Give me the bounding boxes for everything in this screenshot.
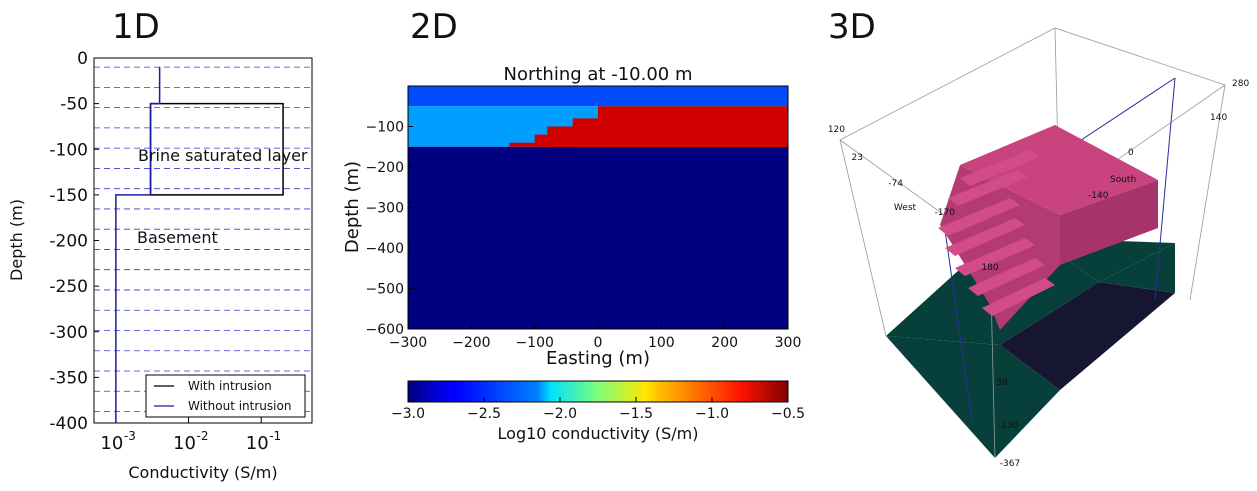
x-tick-label: 10 bbox=[173, 433, 196, 454]
x-tick-label: 200 bbox=[711, 335, 738, 351]
y-axis-label-2d: Depth (m) bbox=[342, 161, 363, 253]
annotation-basement: Basement bbox=[137, 228, 218, 247]
series-line-0 bbox=[149, 102, 284, 196]
axis-label-3d: West bbox=[894, 203, 917, 213]
y-tick-label: -350 bbox=[49, 368, 88, 388]
ground-quad-front-left bbox=[886, 336, 1060, 458]
body-step-7 bbox=[948, 170, 1028, 206]
body-step-2 bbox=[945, 218, 1025, 256]
colorbar-tick-label: −2.0 bbox=[543, 406, 577, 422]
section-plane bbox=[944, 77, 1176, 421]
axis-label-3d: -74 bbox=[888, 179, 903, 189]
y-axis-label-1d: Depth (m) bbox=[7, 199, 26, 281]
intrusion-step-0 bbox=[598, 106, 788, 147]
x-tick-label: 0 bbox=[594, 335, 603, 351]
colorbar bbox=[407, 380, 789, 403]
layer-2 bbox=[408, 146, 788, 329]
body-step-5 bbox=[982, 278, 1055, 316]
y-tick-label: -200 bbox=[49, 232, 88, 252]
y-tick-label: -250 bbox=[49, 277, 88, 297]
colorbar-tick-label: −1.5 bbox=[619, 406, 653, 422]
colorbar-tick-label: −3.0 bbox=[391, 406, 425, 422]
body-top bbox=[960, 125, 1158, 215]
ground-quad-back-right bbox=[1012, 222, 1175, 282]
axis-label-3d: -170 bbox=[935, 208, 956, 218]
x-tick-label: 100 bbox=[648, 335, 675, 351]
y-tick-label: -100 bbox=[49, 140, 88, 160]
x-axis-label-2d: Easting (m) bbox=[546, 348, 650, 369]
y-tick-label: −600 bbox=[366, 322, 404, 338]
plot-frame-2d bbox=[407, 85, 789, 330]
x-tick-label: 10 bbox=[246, 433, 269, 454]
body-step-4 bbox=[968, 258, 1045, 296]
body-step-3 bbox=[955, 238, 1035, 276]
x-tick-exponent: -3 bbox=[124, 429, 136, 443]
axis-label-3d: 180 bbox=[981, 263, 998, 273]
panel-title-1d: 1D bbox=[112, 7, 160, 47]
legend-box bbox=[145, 374, 306, 418]
colorbar-label: Log10 conductivity (S/m) bbox=[498, 424, 699, 443]
axis-label-3d: -230 bbox=[998, 421, 1019, 431]
series-line-1 bbox=[115, 67, 161, 423]
colorbar-tick-label: −1.0 bbox=[695, 406, 729, 422]
y-tick-label: −400 bbox=[366, 241, 404, 257]
x-axis-label-1d: Conductivity (S/m) bbox=[128, 463, 277, 482]
body-front-face bbox=[940, 165, 1060, 330]
x-tick-label: −200 bbox=[452, 335, 490, 351]
y-tick-label: −100 bbox=[366, 120, 404, 136]
y-tick-label: -300 bbox=[49, 323, 88, 343]
ground-plane bbox=[886, 222, 1175, 458]
legend-label-without: Without intrusion bbox=[188, 399, 291, 413]
y-tick-label: −200 bbox=[366, 160, 404, 176]
plot-frame-1d bbox=[93, 57, 313, 424]
body-step-1 bbox=[938, 198, 1020, 236]
y-tick-label: 0 bbox=[77, 49, 88, 69]
bounding-box bbox=[839, 27, 1226, 459]
colorbar-tick-label: −2.5 bbox=[467, 406, 501, 422]
x-tick-exponent: -2 bbox=[197, 429, 209, 443]
intrusion-step-1 bbox=[572, 118, 788, 147]
x-tick-exponent: -1 bbox=[269, 429, 281, 443]
layer-1 bbox=[408, 106, 788, 147]
panel-title-2d: 2D bbox=[410, 7, 458, 47]
axis-label-3d: 38 bbox=[996, 378, 1008, 388]
x-tick-label: −300 bbox=[389, 335, 427, 351]
axis-label-3d: -140 bbox=[1088, 191, 1109, 201]
axis-label-3d: South bbox=[1110, 175, 1136, 185]
ground-quad-mid-dark bbox=[1000, 282, 1175, 390]
axis-label-3d: -367 bbox=[1000, 459, 1020, 469]
ground-quad-right bbox=[1099, 243, 1175, 293]
panel-title-3d: 3D bbox=[828, 7, 876, 47]
body-right-face bbox=[1060, 180, 1158, 265]
title-2d: Northing at -10.00 m bbox=[504, 64, 693, 85]
axis-label-3d: 120 bbox=[828, 125, 845, 135]
axis-label-3d: 140 bbox=[1210, 113, 1227, 123]
intrusion-step-2 bbox=[547, 126, 788, 147]
y-tick-label: −500 bbox=[366, 282, 404, 298]
ground-quad-back-left bbox=[886, 222, 1099, 345]
y-tick-label: −300 bbox=[366, 201, 404, 217]
x-tick-label: 300 bbox=[775, 335, 802, 351]
y-tick-label: -400 bbox=[49, 414, 88, 434]
y-tick-label: -50 bbox=[60, 95, 88, 115]
colorbar-tick-label: −0.5 bbox=[771, 406, 805, 422]
legend-label-with: With intrusion bbox=[188, 379, 272, 393]
y-tick-label: -150 bbox=[49, 186, 88, 206]
intrusion-step-4 bbox=[509, 142, 788, 147]
body-step-6 bbox=[960, 150, 1040, 186]
intrusion-body bbox=[938, 125, 1158, 330]
legend-1d: With intrusion Without intrusion bbox=[145, 374, 306, 418]
axis-label-3d: 0 bbox=[1128, 148, 1134, 158]
axis-label-3d: 280 bbox=[1232, 79, 1249, 89]
annotation-brine: Brine saturated layer bbox=[138, 146, 308, 165]
x-tick-label: 10 bbox=[100, 433, 123, 454]
axis-label-3d: 23 bbox=[852, 153, 863, 163]
x-tick-label: −100 bbox=[515, 335, 553, 351]
layer-0 bbox=[408, 86, 788, 107]
intrusion-step-3 bbox=[534, 134, 788, 147]
